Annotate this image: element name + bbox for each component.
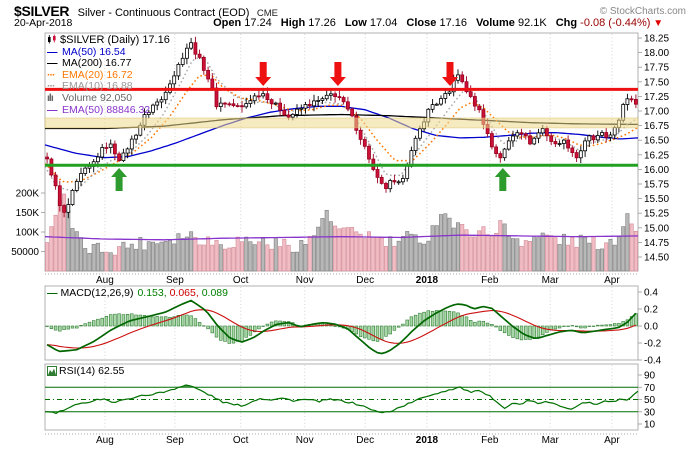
svg-text:150K: 150K [16,208,40,219]
svg-text:16.25: 16.25 [644,150,669,161]
chart-header-line2: 20-Apr-2018 Open 17.24 High 17.26 Low 17.0… [14,17,690,29]
quote-volume: Volume 92.1K [475,17,547,29]
chart-header-line1: $SILVER Silver - Continuous Contract (EO… [14,3,686,21]
legend-item-ma200: — MA(200) 16.77 [47,57,132,70]
svg-text:16.75: 16.75 [644,121,669,132]
svg-text:30: 30 [644,407,656,418]
ticker-symbol: $SILVER [14,3,70,19]
svg-text:14.50: 14.50 [644,253,669,264]
svg-text:Mar: Mar [542,435,560,446]
macd-label: MACD(12,26,9) [60,287,134,299]
macd-value-0: 0.153, [137,287,170,299]
svg-text:Oct: Oct [233,275,249,286]
svg-text:15.00: 15.00 [644,223,669,234]
svg-text:Nov: Nov [296,435,314,446]
svg-text:50: 50 [644,395,656,406]
rsi-label: RSI(14) 62.55 [59,365,125,377]
macd-line-swatch: — [47,287,58,299]
svg-text:Nov: Nov [296,275,314,286]
svg-text:17.50: 17.50 [644,77,669,88]
svg-text:16.50: 16.50 [644,136,669,147]
svg-text:Sep: Sep [166,275,184,286]
svg-text:200K: 200K [16,189,40,200]
svg-text:17.25: 17.25 [644,92,669,103]
copyright-text: © StockCharts.com [599,6,686,17]
candlestick-chart-icon [48,34,56,44]
svg-text:Apr: Apr [604,275,620,286]
legend-item-ema50: — EMA(50) 88846.32 [47,103,151,116]
instrument-name: Silver - Continuous Contract (EOD) [77,7,250,19]
svg-text:Apr: Apr [604,435,620,446]
quote-low: Low 17.04 [344,17,398,29]
svg-text:15.75: 15.75 [644,180,669,191]
svg-text:Dec: Dec [356,435,374,446]
legend-item-ma50: — MA(50) 16.54 [47,45,126,58]
quote-open: Open 17.24 [213,17,272,29]
svg-text:17.00: 17.00 [644,107,669,118]
svg-text:-0.2: -0.2 [644,339,662,350]
rsi-legend: RSI(14) 62.55 [47,365,124,377]
svg-text:16.00: 16.00 [644,165,669,176]
main-chart-legend: $SILVER (Daily) 17.16 — MA(50) 16.54— MA(2… [47,34,170,116]
macd-values: 0.153, 0.065, 0.089 [137,287,228,299]
legend-item-volume: ılı Volume 92,050 [47,91,133,104]
svg-text:Aug: Aug [96,275,114,286]
svg-text:15.25: 15.25 [644,209,669,220]
svg-text:Sep: Sep [166,435,184,446]
chart-date: 20-Apr-2018 [14,17,73,29]
macd-value-2: 0.089 [201,287,228,299]
macd-value-1: 0.065, [169,287,202,299]
svg-text:2018: 2018 [416,435,439,446]
legend-item-ema20: ··· EMA(20) 16.72 [47,68,133,81]
quote-close: Close 17.16 [406,17,467,29]
rsi-area-icon [47,366,57,376]
svg-text:Feb: Feb [481,435,499,446]
macd-legend: — MACD(12,26,9) 0.153, 0.065, 0.089 [47,287,228,299]
svg-text:2018: 2018 [416,275,439,286]
svg-text:0.4: 0.4 [644,288,658,299]
svg-text:0.0: 0.0 [644,322,658,333]
svg-text:Oct: Oct [233,435,249,446]
legend-title: $SILVER (Daily) 17.16 [60,34,170,46]
legend-item-ema10: ··· EMA(10) 16.88 [47,80,133,93]
svg-text:10: 10 [644,420,656,431]
svg-text:90: 90 [644,371,656,382]
svg-text:-0.4: -0.4 [644,356,662,367]
svg-text:18.25: 18.25 [644,34,669,45]
svg-text:15.50: 15.50 [644,194,669,205]
quote-high: High 17.26 [280,17,336,29]
svg-text:70: 70 [644,383,656,394]
svg-text:0.2: 0.2 [644,305,658,316]
svg-text:Mar: Mar [542,275,560,286]
svg-text:Feb: Feb [481,275,499,286]
svg-text:50000: 50000 [11,247,39,258]
svg-text:100K: 100K [16,228,40,239]
legend-title-row: $SILVER (Daily) 17.16 [47,34,170,47]
quote-chg: Chg -0.08 (-0.44%) ▼ [555,17,664,29]
svg-text:14.75: 14.75 [644,238,669,249]
exchange-label: CME [256,8,279,19]
svg-text:Aug: Aug [96,435,114,446]
svg-text:Dec: Dec [356,275,374,286]
svg-text:18.00: 18.00 [644,48,669,59]
svg-text:17.75: 17.75 [644,63,669,74]
legend-rows: — MA(50) 16.54— MA(200) 16.77 ··· EMA(20) 16… [47,45,170,117]
ohlc-quote-row: Open 17.24 High 17.26 Low 17.04 Close 17.16… [213,17,672,29]
chg-down-triangle-icon: ▼ [650,18,664,29]
